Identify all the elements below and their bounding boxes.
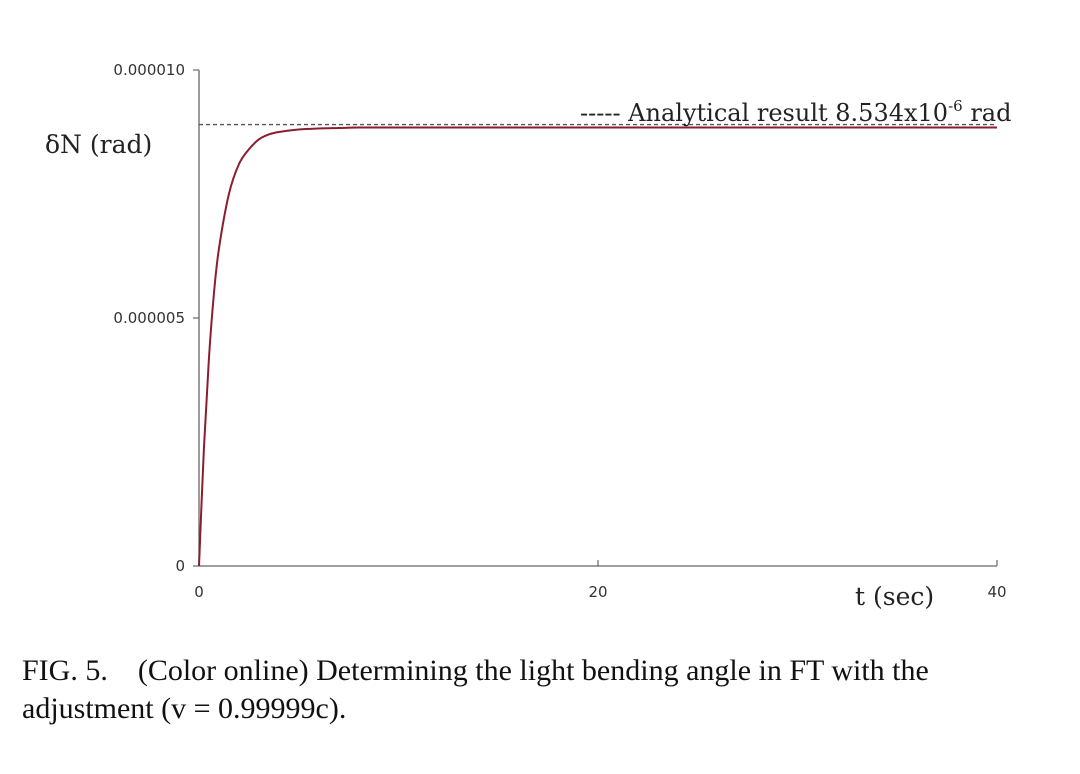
caption-label: FIG. 5. <box>22 654 108 687</box>
x-tick-label: 40 <box>987 583 1006 601</box>
reference-line-label: ----- Analytical result 8.534x10-6 rad <box>580 97 1011 127</box>
caption-text: (Color online) Determining the light ben… <box>22 654 929 726</box>
axes <box>198 70 997 567</box>
x-tick-label: 20 <box>588 583 607 601</box>
y-tick-label: 0.000005 <box>113 309 185 327</box>
x-axis-label: t (sec) <box>855 582 934 611</box>
y-tick-label: 0.000010 <box>113 61 185 79</box>
y-axis-label: δN (rad) <box>45 130 152 159</box>
y-tick-label: 0 <box>175 557 185 575</box>
series-line <box>198 126 998 567</box>
x-tick-label: 0 <box>194 583 204 601</box>
ticks: 0 20 40 0 0.000005 0.000010 <box>113 61 1006 601</box>
series-points <box>198 127 998 567</box>
figure-caption: FIG. 5. (Color online) Determining the li… <box>22 652 1062 729</box>
